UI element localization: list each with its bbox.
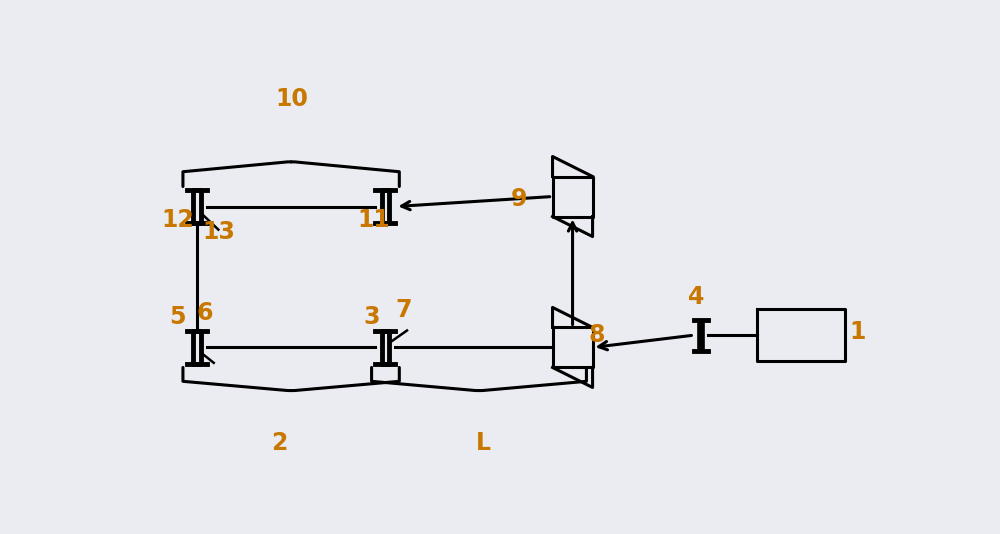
Text: 9: 9 bbox=[510, 187, 527, 211]
Text: 3: 3 bbox=[363, 304, 380, 328]
Text: 4: 4 bbox=[688, 285, 704, 309]
Text: 5: 5 bbox=[169, 304, 186, 328]
Text: 13: 13 bbox=[202, 220, 235, 244]
Text: 2: 2 bbox=[271, 431, 287, 455]
Text: 11: 11 bbox=[358, 208, 390, 232]
Text: 8: 8 bbox=[589, 323, 605, 347]
Text: 10: 10 bbox=[275, 88, 308, 112]
Text: 1: 1 bbox=[849, 320, 866, 344]
Text: 7: 7 bbox=[395, 299, 411, 323]
Text: 6: 6 bbox=[196, 301, 213, 325]
Text: 12: 12 bbox=[161, 208, 194, 232]
Text: L: L bbox=[476, 431, 491, 455]
